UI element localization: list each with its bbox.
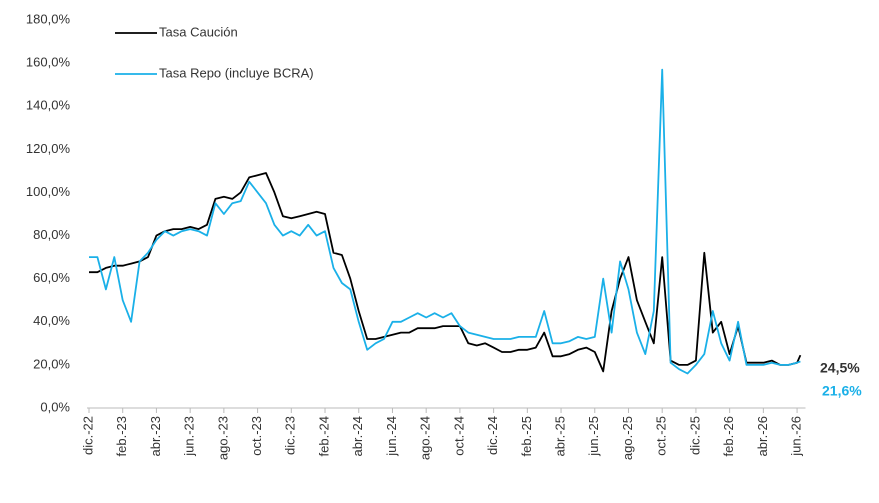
- y-tick-label: 180,0%: [26, 11, 71, 26]
- x-tick-label: abr.-25: [552, 416, 567, 456]
- y-tick-label: 20,0%: [33, 356, 70, 371]
- series-line: [89, 172, 802, 373]
- y-tick-label: 40,0%: [33, 313, 70, 328]
- y-tick-label: 140,0%: [26, 98, 71, 113]
- end-label: 21,6%: [822, 383, 862, 399]
- legend-label: Tasa Repo (incluye BCRA): [159, 65, 314, 80]
- x-tick-label: oct.-24: [451, 416, 466, 456]
- y-tick-label: 160,0%: [26, 55, 71, 70]
- x-tick-label: abr.-24: [350, 416, 365, 456]
- x-tick-label: jun.-25: [586, 416, 601, 457]
- x-tick-label: jun.-26: [789, 416, 804, 457]
- y-tick-label: 0,0%: [40, 399, 70, 414]
- x-tick-label: feb.-26: [721, 416, 736, 456]
- y-tick-label: 120,0%: [26, 141, 71, 156]
- x-tick-label: abr.-23: [148, 416, 163, 456]
- end-label: 24,5%: [820, 360, 860, 376]
- x-tick-label: oct.-25: [654, 416, 669, 456]
- y-tick-label: 60,0%: [33, 270, 70, 285]
- x-tick-label: ago.-24: [418, 416, 433, 460]
- x-tick-label: feb.-23: [114, 416, 129, 456]
- x-tick-label: dic.-23: [283, 416, 298, 455]
- x-tick-label: jun.-24: [384, 416, 399, 457]
- x-tick-label: ago.-25: [620, 416, 635, 460]
- x-tick-label: dic.-22: [80, 416, 95, 455]
- x-tick-label: ago.-23: [215, 416, 230, 460]
- x-tick-label: abr.-26: [755, 416, 770, 456]
- x-tick-label: dic.-25: [687, 416, 702, 455]
- series-line: [89, 68, 801, 375]
- y-tick-label: 100,0%: [26, 184, 71, 199]
- x-tick-label: dic.-24: [485, 416, 500, 455]
- legend-label: Tasa Caución: [159, 24, 238, 39]
- x-tick-label: feb.-25: [519, 416, 534, 456]
- x-tick-label: oct.-23: [249, 416, 264, 456]
- x-tick-label: feb.-24: [316, 416, 331, 456]
- x-tick-label: jun.-23: [182, 416, 197, 457]
- y-tick-label: 80,0%: [33, 227, 70, 242]
